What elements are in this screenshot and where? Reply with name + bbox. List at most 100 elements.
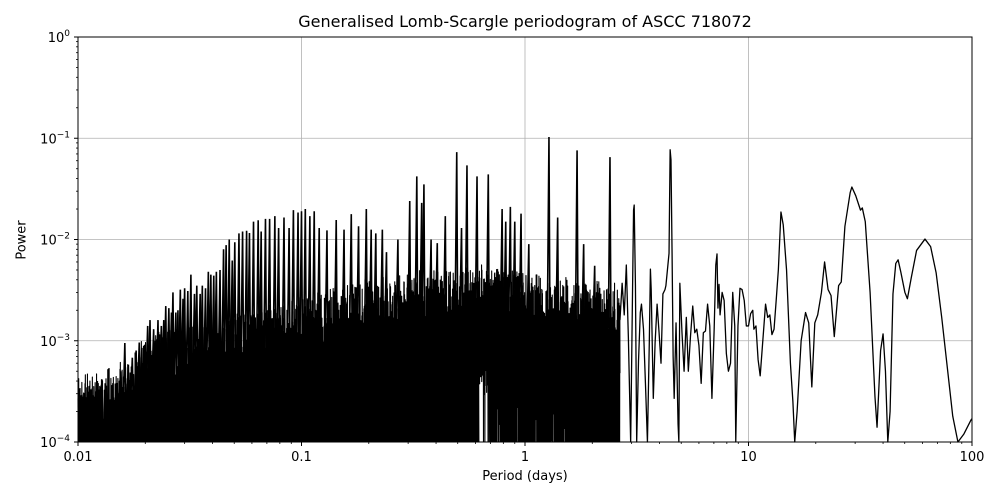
alias-peak <box>272 216 278 443</box>
x-axis-label: Period (days) <box>482 469 568 484</box>
alias-peak <box>141 350 147 443</box>
alias-peak <box>145 325 151 443</box>
x-tick-label: 10 <box>740 450 757 465</box>
alias-peak <box>255 220 261 443</box>
alias-peak <box>363 209 369 443</box>
alias-peak <box>226 239 232 443</box>
alias-peak <box>316 227 322 443</box>
alias-peak <box>208 274 214 443</box>
alias-peak <box>153 340 158 443</box>
alias-peak <box>244 230 249 443</box>
alias-peak <box>161 320 167 443</box>
x-tick-label: 0.01 <box>64 450 93 465</box>
y-tick-label: 10−1 <box>40 130 70 147</box>
alias-peak <box>379 229 385 443</box>
alias-peak <box>177 289 183 443</box>
alias-peak <box>574 150 580 443</box>
alias-peak <box>341 229 347 443</box>
alias-peak <box>442 216 448 443</box>
y-tick-label: 100 <box>48 29 71 46</box>
alias-peak <box>581 244 587 443</box>
y-tick-label: 10−4 <box>40 434 70 451</box>
alias-peak <box>129 357 135 443</box>
alias-peak <box>247 232 252 443</box>
alias-peak <box>395 239 401 443</box>
alias-peak <box>419 202 425 443</box>
periodogram-line <box>77 136 973 443</box>
alias-peak <box>299 211 304 443</box>
alias-peak <box>434 243 440 443</box>
alias-peak <box>104 385 109 443</box>
alias-peak <box>211 275 217 443</box>
alias-peak <box>384 252 389 443</box>
alias-peak <box>147 320 153 443</box>
alias-peak <box>155 320 161 443</box>
alias-peak <box>199 285 205 443</box>
alias-peak <box>276 227 282 443</box>
alias-peak <box>263 218 268 443</box>
x-tick-label: 1 <box>521 450 529 465</box>
alias-peak <box>232 242 238 443</box>
alias-peak <box>213 271 219 443</box>
alias-peak <box>185 290 191 443</box>
alias-peak <box>281 217 287 443</box>
alias-peak <box>221 249 226 443</box>
alias-peak <box>169 312 174 443</box>
alias-peak <box>373 233 379 443</box>
y-tick-label: 10−2 <box>40 232 70 249</box>
alias-peak <box>99 386 105 443</box>
alias-peak <box>205 271 211 443</box>
alias-peak <box>203 288 208 443</box>
alias-peak <box>197 293 203 443</box>
alias-peak <box>163 306 169 443</box>
alias-peak <box>555 217 561 443</box>
alias-peak <box>499 209 505 443</box>
alias-peak <box>503 221 509 443</box>
alias-peak <box>251 221 256 443</box>
alias-peak <box>136 342 142 443</box>
alias-peak <box>182 288 188 443</box>
alias-peak <box>229 260 235 443</box>
alias-peak <box>180 298 186 443</box>
alias-peak <box>133 350 139 443</box>
alias-peak <box>291 210 296 443</box>
alias-peak <box>217 269 223 443</box>
x-tick-label: 100 <box>960 450 985 465</box>
alias-peak <box>175 310 181 443</box>
alias-peak <box>223 245 229 443</box>
alias-peak <box>158 325 164 443</box>
alias-peak <box>464 165 470 443</box>
alias-peak <box>546 136 552 443</box>
alias-peak <box>333 219 339 443</box>
alias-peak <box>295 212 301 443</box>
alias-peak <box>356 226 361 443</box>
alias-peak <box>166 308 172 443</box>
alias-peak <box>607 157 613 443</box>
alias-peak <box>258 231 264 443</box>
alias-peak <box>170 292 176 443</box>
alias-peak <box>80 398 86 443</box>
alias-peak <box>192 293 197 443</box>
y-axis-ticks: 100 10−1 10−2 10−3 10−4 <box>40 29 78 451</box>
alias-peak <box>311 211 317 443</box>
alias-peak <box>368 229 374 443</box>
y-tick-label: 10−3 <box>40 333 70 350</box>
alias-peak <box>118 371 123 443</box>
alias-peak <box>428 239 434 443</box>
alias-peak <box>125 364 131 443</box>
alias-peak <box>302 209 308 443</box>
alias-peak <box>414 176 420 443</box>
alias-peak <box>512 221 518 443</box>
x-axis-ticks: 0.01 0.1 1 10 100 <box>64 442 985 465</box>
alias-peak <box>240 231 245 443</box>
alias-peak <box>421 184 427 443</box>
alias-peak <box>122 342 128 443</box>
alias-peak <box>236 233 242 443</box>
alias-peak <box>348 214 354 443</box>
alias-peak <box>324 230 330 443</box>
chart-title: Generalised Lomb-Scargle periodogram of … <box>298 12 752 31</box>
alias-peak <box>526 244 532 443</box>
alias-peak <box>407 200 413 443</box>
long-period-curve <box>619 149 973 443</box>
